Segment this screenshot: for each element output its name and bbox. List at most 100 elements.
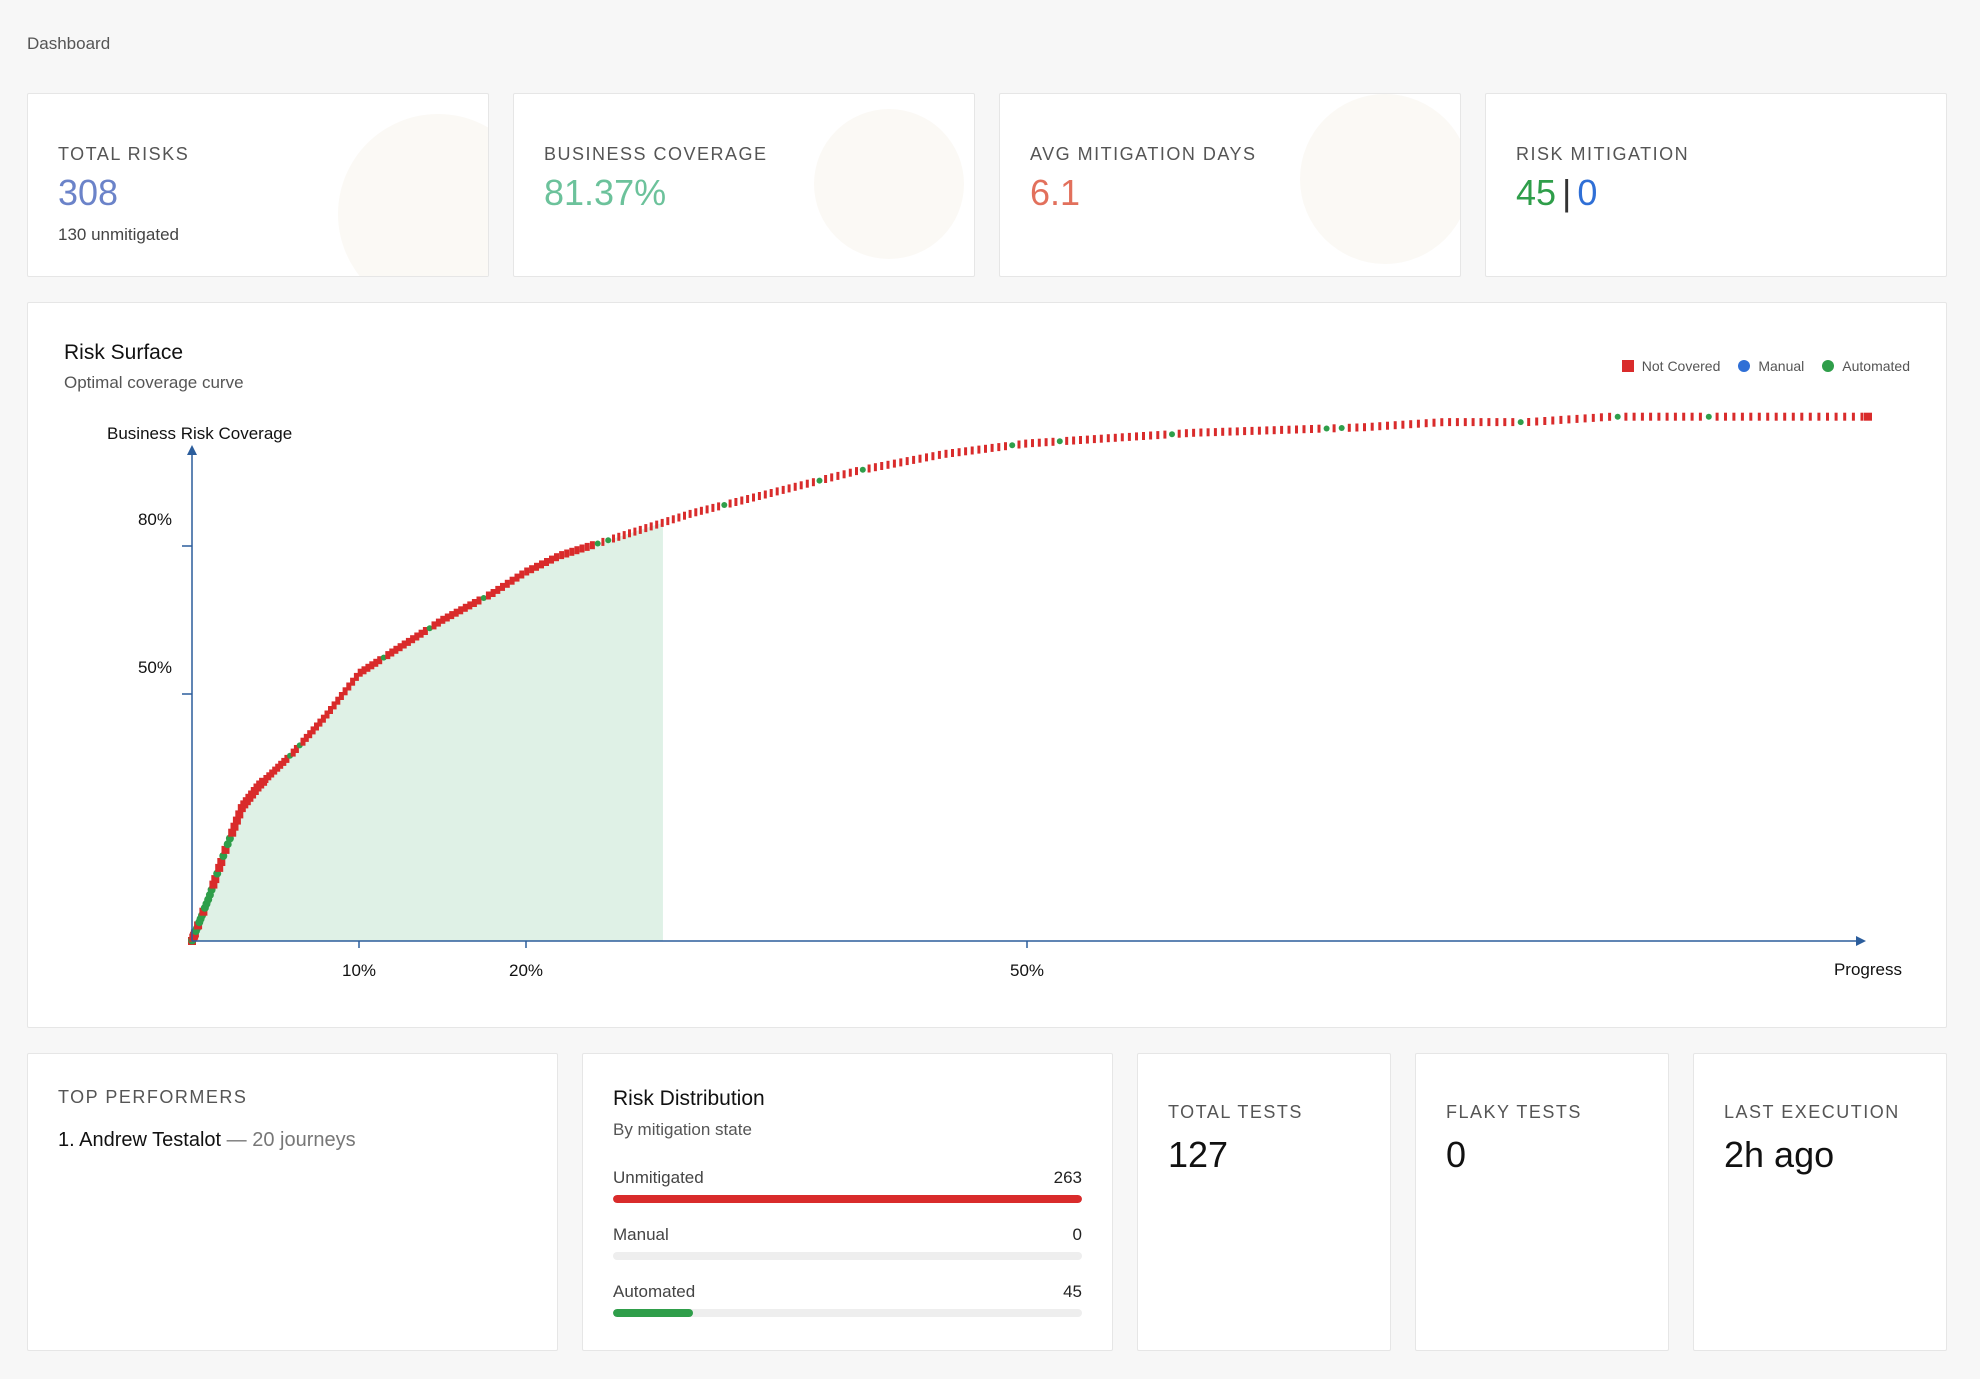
- card-decoration: [1300, 94, 1460, 264]
- risk-distribution-card: Risk Distribution By mitigation state Un…: [582, 1053, 1113, 1351]
- not-covered-point: [310, 726, 316, 735]
- not-covered-point: [677, 513, 681, 522]
- not-covered-point: [925, 453, 928, 462]
- automated-point: [1517, 419, 1524, 426]
- risk-distribution-title: Risk Distribution: [613, 1087, 765, 1110]
- flaky-tests-value: 0: [1446, 1134, 1467, 1175]
- kpi-value: 81.37%: [544, 172, 667, 213]
- top-performers-card: TOP PERFORMERS 1. Andrew Testalot — 20 j…: [27, 1053, 558, 1351]
- not-covered-point: [638, 525, 642, 534]
- not-covered-point: [569, 547, 575, 556]
- not-covered-point: [1527, 418, 1531, 426]
- not-covered-point: [228, 828, 237, 837]
- distribution-bar-fill: [613, 1309, 694, 1317]
- not-covered-point: [422, 627, 428, 635]
- not-covered-point: [1332, 424, 1336, 433]
- not-covered-point: [628, 529, 631, 538]
- not-covered-point: [199, 907, 208, 916]
- distribution-value: 45: [1063, 1282, 1082, 1301]
- not-covered-point: [1156, 431, 1160, 440]
- not-covered-point: [467, 601, 473, 610]
- not-covered-point: [763, 490, 767, 499]
- not-covered-point: [1455, 418, 1459, 427]
- not-covered-point: [671, 515, 675, 524]
- not-covered-point: [1295, 425, 1298, 434]
- not-covered-point: [1682, 412, 1686, 421]
- not-covered-point: [453, 608, 459, 617]
- not-covered-point: [957, 448, 961, 457]
- not-covered-point: [1347, 423, 1351, 432]
- not-covered-point: [1673, 412, 1677, 421]
- not-covered-point: [405, 637, 411, 646]
- x-tick-label: 10%: [342, 961, 376, 980]
- not-covered-point: [1004, 442, 1007, 451]
- not-covered-point: [1808, 412, 1812, 421]
- not-covered-point: [328, 706, 333, 714]
- automated-point: [1169, 431, 1175, 438]
- not-covered-point: [1393, 421, 1397, 430]
- legend-label: Not Covered: [1641, 358, 1721, 374]
- not-covered-point: [1199, 428, 1203, 437]
- not-covered-point: [683, 511, 686, 520]
- not-covered-point: [1302, 425, 1306, 434]
- not-covered-point: [1757, 412, 1761, 421]
- risk-surface-card: Risk Surface Optimal coverage curve Not …: [27, 302, 1947, 1028]
- not-covered-point: [688, 509, 692, 518]
- not-covered-point: [278, 760, 284, 769]
- not-covered-point: [1640, 412, 1644, 421]
- y-tick-label: 50%: [138, 658, 172, 677]
- not-covered-point: [997, 443, 1001, 452]
- automated-point: [1705, 413, 1712, 420]
- not-covered-point: [263, 775, 269, 783]
- not-covered-point: [1624, 412, 1628, 421]
- performer-item[interactable]: 1. Andrew Testalot — 20 journeys: [58, 1129, 356, 1152]
- not-covered-point: [918, 454, 922, 463]
- not-covered-point: [1120, 433, 1124, 442]
- not-covered-point: [338, 692, 344, 700]
- distribution-track: [613, 1309, 1082, 1317]
- not-covered-point: [1608, 412, 1612, 421]
- last-execution-card: LAST EXECUTION 2h ago: [1693, 1053, 1947, 1351]
- not-covered-point: [951, 449, 954, 457]
- breadcrumb[interactable]: Dashboard: [27, 34, 111, 53]
- last-execution-label: LAST EXECUTION: [1724, 1102, 1900, 1122]
- manual-count: 0: [1577, 172, 1598, 213]
- not-covered-point: [649, 522, 653, 531]
- not-covered-point: [211, 875, 220, 884]
- not-covered-point: [1378, 422, 1382, 431]
- not-covered-point: [984, 444, 987, 453]
- not-covered-point: [418, 629, 424, 638]
- not-covered-point: [617, 532, 621, 541]
- not-covered-point: [544, 558, 549, 566]
- y-tick-label: 80%: [138, 510, 172, 529]
- not-covered-point: [1287, 425, 1291, 434]
- not-covered-point: [1649, 412, 1653, 421]
- not-covered-point: [1511, 418, 1515, 427]
- not-covered-point: [335, 696, 341, 705]
- not-covered-point: [1479, 418, 1483, 427]
- not-covered-point: [1432, 418, 1436, 427]
- chart-marks: [188, 412, 1872, 945]
- not-covered-point: [504, 579, 510, 588]
- not-covered-point: [612, 534, 615, 543]
- not-covered-point: [1280, 425, 1284, 434]
- not-covered-point: [1503, 418, 1507, 427]
- card-decoration: [814, 109, 964, 259]
- not-covered-point: [1213, 428, 1217, 437]
- not-covered-point: [1221, 427, 1225, 436]
- not-covered-point: [1106, 434, 1110, 443]
- not-covered-point: [842, 470, 846, 479]
- not-covered-point: [1559, 415, 1563, 424]
- not-covered-point: [1017, 440, 1021, 449]
- not-covered-point: [539, 560, 544, 569]
- not-covered-point: [1834, 412, 1838, 421]
- not-covered-point: [899, 458, 903, 467]
- automated-point: [721, 502, 728, 508]
- distribution-track: [613, 1195, 1082, 1203]
- not-covered-point: [990, 443, 994, 452]
- automated-point: [1323, 425, 1330, 432]
- not-covered-point: [912, 455, 916, 464]
- performer-name: Andrew Testalot: [79, 1129, 222, 1151]
- total-tests-label: TOTAL TESTS: [1168, 1102, 1303, 1122]
- not-covered-point: [410, 635, 416, 644]
